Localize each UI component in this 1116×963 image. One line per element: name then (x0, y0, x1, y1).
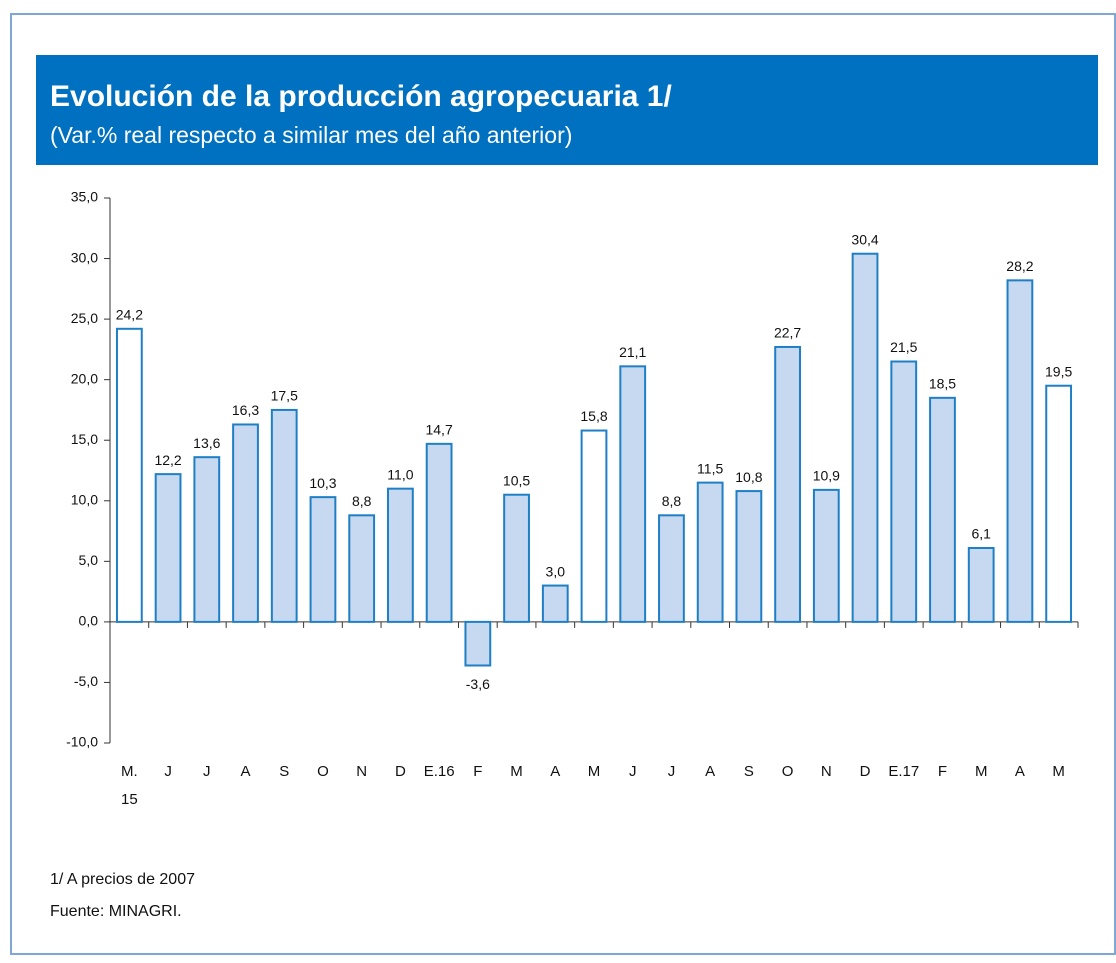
value-label: 10,3 (309, 475, 336, 491)
y-tick-label: -10,0 (66, 734, 98, 750)
value-label: -3,6 (466, 676, 490, 692)
x-tick-label: M (510, 763, 523, 780)
x-tick-label: E.17 (888, 763, 919, 780)
value-label: 10,8 (735, 469, 762, 485)
x-tick-label: N (821, 763, 832, 780)
x-tick-label: J (668, 763, 676, 780)
x-tick-label: J (164, 763, 172, 780)
value-label: 17,5 (271, 388, 298, 404)
bar (387, 487, 414, 623)
x-tick-label: S (744, 763, 754, 780)
value-label: 8,8 (662, 493, 682, 509)
bar (1006, 279, 1034, 623)
value-label: 8,8 (352, 493, 372, 509)
bar (929, 396, 956, 623)
x-tick-label: E.16 (424, 763, 455, 780)
value-label: 15,8 (580, 408, 607, 424)
frame (10, 13, 1116, 955)
x-tick-label: M. 15 (121, 763, 138, 808)
x-tick-label: O (782, 763, 794, 780)
x-tick-label: D (860, 763, 871, 780)
value-label: 6,1 (971, 526, 991, 542)
bar (232, 423, 259, 623)
value-label: 18,5 (929, 376, 956, 392)
x-tick-label: A (241, 763, 251, 780)
value-label: 10,9 (813, 468, 840, 484)
value-label: 16,3 (232, 402, 259, 418)
bar (851, 252, 879, 623)
value-label: 11,5 (697, 460, 723, 476)
bar (580, 429, 608, 623)
value-label: 21,1 (619, 344, 646, 360)
x-tick-label: J (203, 763, 211, 780)
bar (890, 360, 918, 623)
bar (193, 456, 221, 623)
bar (425, 442, 453, 623)
bar (154, 473, 182, 623)
header (36, 55, 1098, 165)
x-tick-label: M (1052, 763, 1065, 780)
x-tick-label: D (395, 763, 406, 780)
x-tick-label: A (1015, 763, 1025, 780)
y-tick-label: -5,0 (74, 673, 98, 689)
bar (464, 620, 492, 667)
x-tick-label: J (629, 763, 637, 780)
value-label: 10,5 (503, 472, 530, 488)
y-tick-label: 0,0 (79, 613, 99, 629)
x-tick-label: A (550, 763, 560, 780)
value-label: 12,2 (154, 452, 181, 468)
value-label: 13,6 (193, 435, 220, 451)
y-tick-label: 25,0 (71, 310, 98, 326)
value-label: 14,7 (425, 422, 452, 438)
value-label: 21,5 (890, 339, 917, 355)
value-label: 11,0 (387, 466, 413, 482)
y-tick-label: 20,0 (71, 370, 98, 386)
bar (115, 327, 143, 623)
x-tick-label: F (473, 763, 482, 780)
bar (270, 408, 298, 623)
y-tick-label: 10,0 (71, 491, 98, 507)
value-label: 28,2 (1006, 258, 1033, 274)
value-label: 19,5 (1045, 363, 1072, 379)
bar (1045, 384, 1073, 623)
bar (541, 584, 569, 623)
footnote: 1/ A precios de 2007 (50, 871, 195, 888)
x-tick-label: S (279, 763, 289, 780)
bar (309, 496, 337, 623)
y-tick-label: 15,0 (71, 431, 98, 447)
value-label: 22,7 (774, 325, 801, 341)
bar (812, 488, 840, 623)
bar (774, 345, 801, 623)
x-tick-label: O (317, 763, 329, 780)
bar (348, 514, 376, 623)
x-tick-label: M (975, 763, 988, 780)
x-tick-label: F (938, 763, 947, 780)
value-label: 3,0 (546, 563, 566, 579)
bar (967, 547, 995, 623)
y-tick-label: 35,0 (71, 189, 98, 205)
y-tick-label: 30,0 (71, 249, 98, 265)
source: Fuente: MINAGRI. (50, 903, 182, 920)
x-tick-label: A (705, 763, 715, 780)
chart-title: Evolución de la producción agropecuaria … (50, 80, 672, 113)
x-tick-label: M (588, 763, 601, 780)
bar (735, 490, 763, 623)
bar (619, 365, 647, 623)
bar (658, 514, 685, 623)
value-label: 24,2 (116, 307, 143, 323)
x-tick-label: N (356, 763, 367, 780)
bar (503, 493, 530, 623)
chart-subtitle: (Var.% real respecto a similar mes del a… (50, 122, 572, 148)
bar (696, 481, 724, 623)
y-tick-label: 5,0 (79, 552, 99, 568)
value-label: 30,4 (851, 231, 878, 247)
